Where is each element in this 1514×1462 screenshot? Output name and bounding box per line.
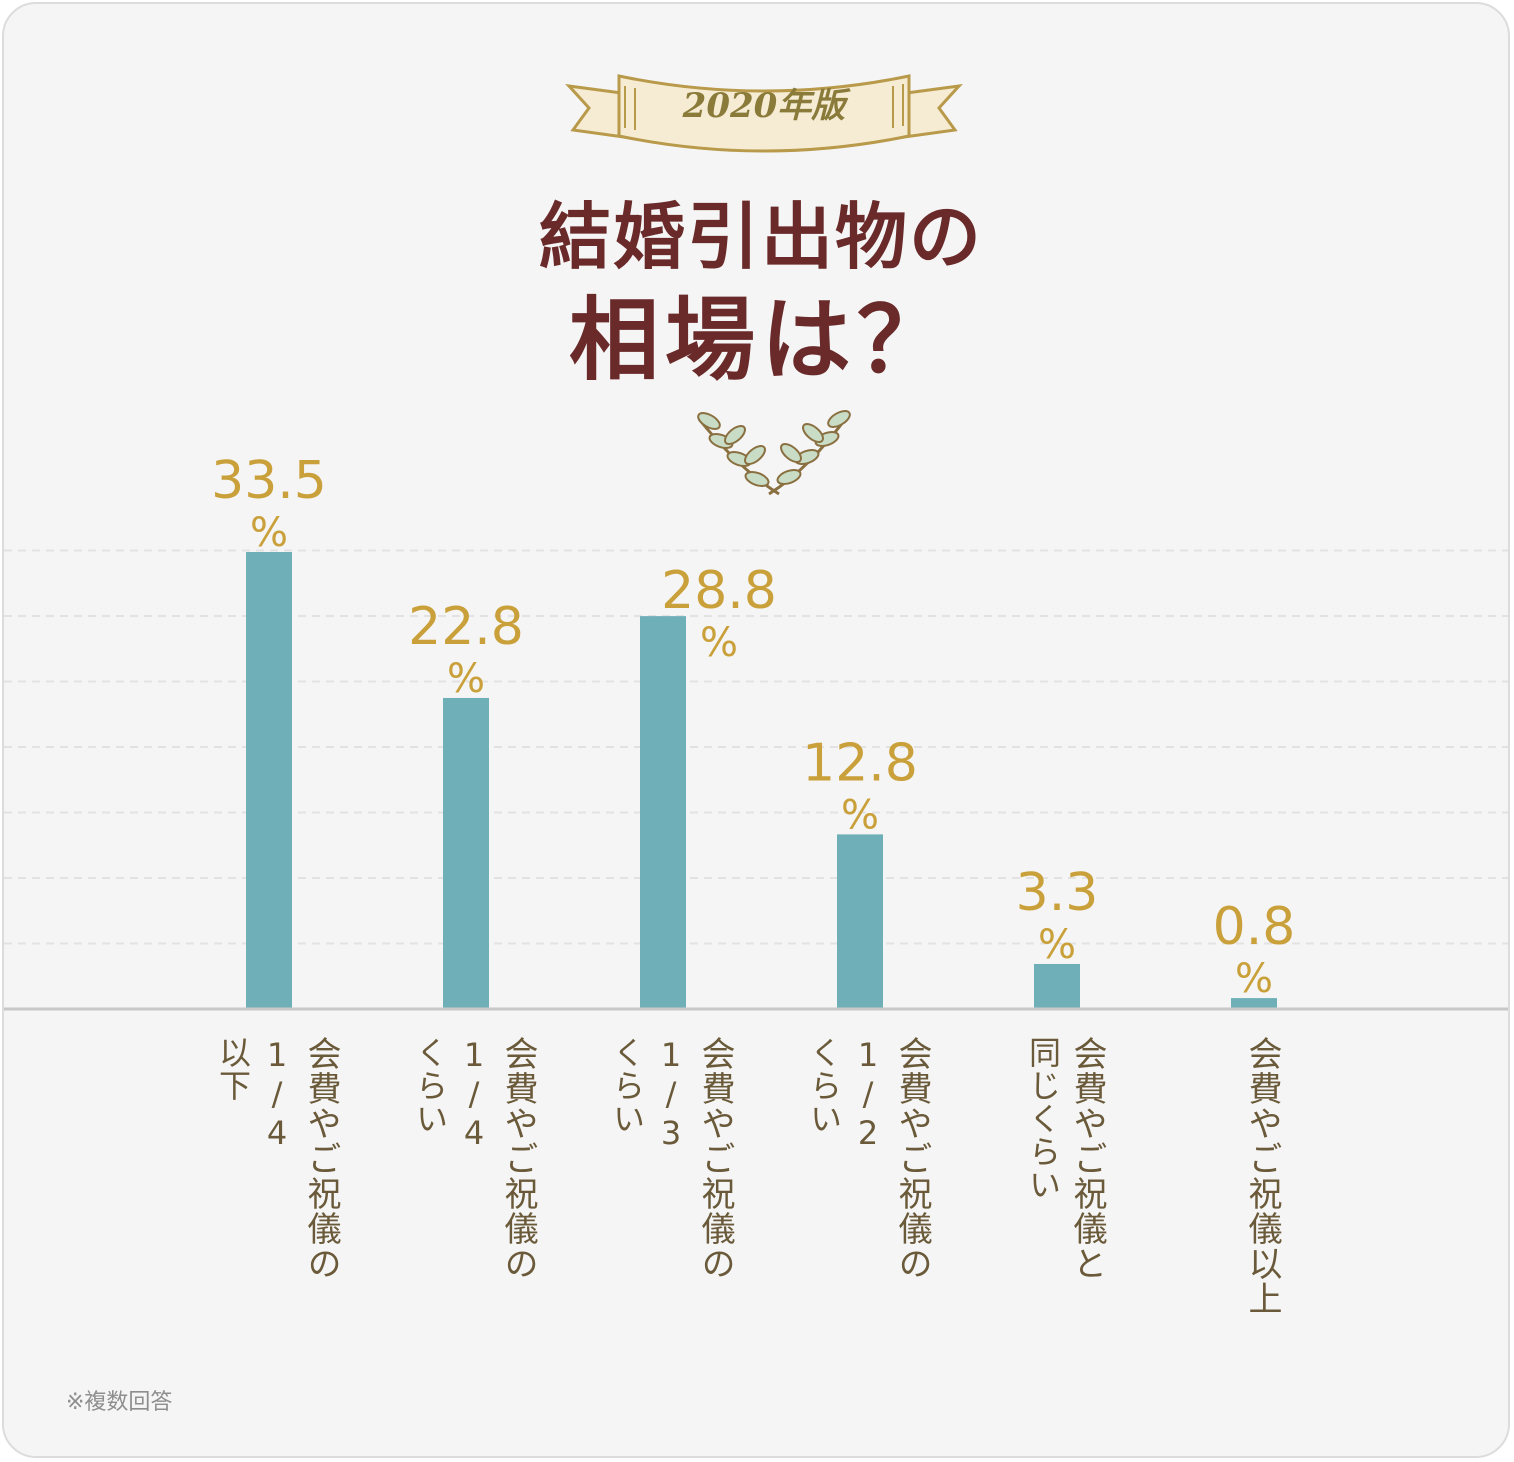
title-line-2: 相場は？ xyxy=(569,288,953,393)
category-label: 会費やご祝儀と 同じくらい xyxy=(1023,1036,1107,1281)
category-label-line: 会費やご祝儀の xyxy=(498,1036,538,1281)
category-label: 会費やご祝儀の 1/2 くらい xyxy=(804,1036,932,1281)
category-label: 会費やご祝儀以上 xyxy=(1242,1036,1282,1316)
category-label-line: くらい xyxy=(805,1036,843,1135)
category-label-line: 会費やご祝儀の xyxy=(892,1036,932,1281)
category-label-line: くらい xyxy=(608,1036,646,1135)
category-label-line: 会費やご祝儀以上 xyxy=(1242,1036,1282,1316)
category-label-line: 以下 xyxy=(214,1036,252,1102)
value-unit-label: % xyxy=(447,656,485,702)
category-label-line: 1/4 xyxy=(258,1036,296,1153)
category-label-line: 1/2 xyxy=(849,1036,887,1153)
value-labels: 33.5%22.8%28.8%12.8%3.3% 0.8% xyxy=(211,451,1295,1002)
category-label: 会費やご祝儀の 1/3 くらい xyxy=(607,1036,735,1281)
category-label-line: 会費やご祝儀と xyxy=(1067,1036,1107,1281)
category-label-line: 同じくらい xyxy=(1024,1036,1062,1201)
value-label: 28.8 xyxy=(661,561,777,621)
bar xyxy=(1034,963,1080,1009)
category-label-line: 会費やご祝儀の xyxy=(301,1036,341,1281)
bar xyxy=(246,552,292,1009)
banner-ribbon-icon xyxy=(565,74,963,153)
value-unit-label: % xyxy=(700,620,738,666)
category-label-line: 1/4 xyxy=(455,1036,493,1153)
value-unit-label: % xyxy=(250,510,288,556)
value-unit-label: % xyxy=(1235,956,1273,1002)
bar-chart: 33.5%22.8%28.8%12.8%3.3% 0.8% xyxy=(4,451,1508,1011)
value-label: 12.8 xyxy=(802,733,918,793)
footnote: ※複数回答 xyxy=(66,1390,173,1415)
category-label-line: くらい xyxy=(411,1036,449,1135)
value-unit-label: % xyxy=(841,792,879,838)
category-label-line: 1/3 xyxy=(652,1036,690,1153)
year-badge: 2020年版 xyxy=(682,86,846,126)
bar xyxy=(443,697,489,1009)
laurel-wreath-icon xyxy=(697,410,851,496)
bar xyxy=(640,616,686,1009)
title-line-1: 結婚引出物の xyxy=(538,195,983,279)
category-label: 会費やご祝儀の 1/4 くらい xyxy=(410,1036,538,1281)
value-unit-label: % xyxy=(1038,922,1076,968)
value-label: 0.8 xyxy=(1213,897,1296,957)
value-label: 3.3 xyxy=(1016,863,1099,923)
value-label: 33.5 xyxy=(211,451,327,511)
category-label-line: 会費やご祝儀の xyxy=(695,1036,735,1281)
bars xyxy=(246,552,1277,1009)
bar xyxy=(1231,998,1277,1009)
category-label: 会費やご祝儀の 1/4 以下 xyxy=(213,1036,341,1281)
value-label: 22.8 xyxy=(408,597,524,657)
bar xyxy=(837,834,883,1009)
